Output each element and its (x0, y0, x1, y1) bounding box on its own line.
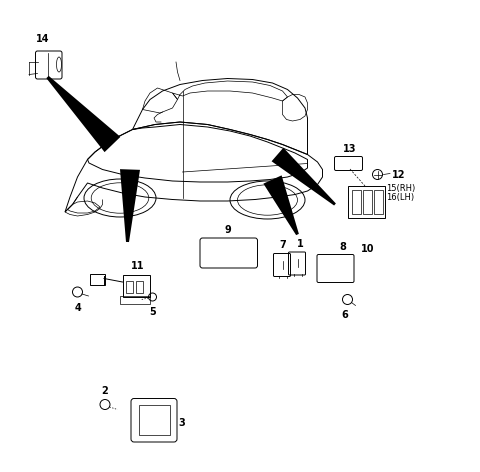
Text: 10: 10 (361, 244, 374, 254)
Text: 3: 3 (178, 418, 185, 428)
Bar (373, 191, 383, 214)
Text: 12: 12 (392, 169, 405, 179)
Text: 1: 1 (297, 239, 303, 249)
Text: 16(LH): 16(LH) (386, 194, 415, 202)
Text: 9: 9 (224, 225, 231, 235)
Text: 15(RH): 15(RH) (386, 184, 416, 193)
Text: 5: 5 (149, 307, 156, 317)
Text: 7: 7 (279, 241, 286, 251)
Text: 13: 13 (343, 144, 357, 154)
Polygon shape (120, 169, 140, 242)
Bar (351, 191, 360, 214)
Text: 6: 6 (342, 311, 348, 320)
Polygon shape (272, 148, 336, 205)
Bar (139, 405, 169, 435)
Text: 14: 14 (36, 34, 49, 44)
Polygon shape (264, 176, 299, 235)
Text: 11: 11 (131, 261, 144, 271)
Bar (126, 280, 133, 293)
Polygon shape (46, 76, 120, 152)
Bar (362, 191, 372, 214)
Bar (136, 280, 143, 293)
Text: 8: 8 (339, 242, 346, 252)
Text: 2: 2 (102, 386, 108, 396)
Text: 4: 4 (74, 303, 81, 313)
